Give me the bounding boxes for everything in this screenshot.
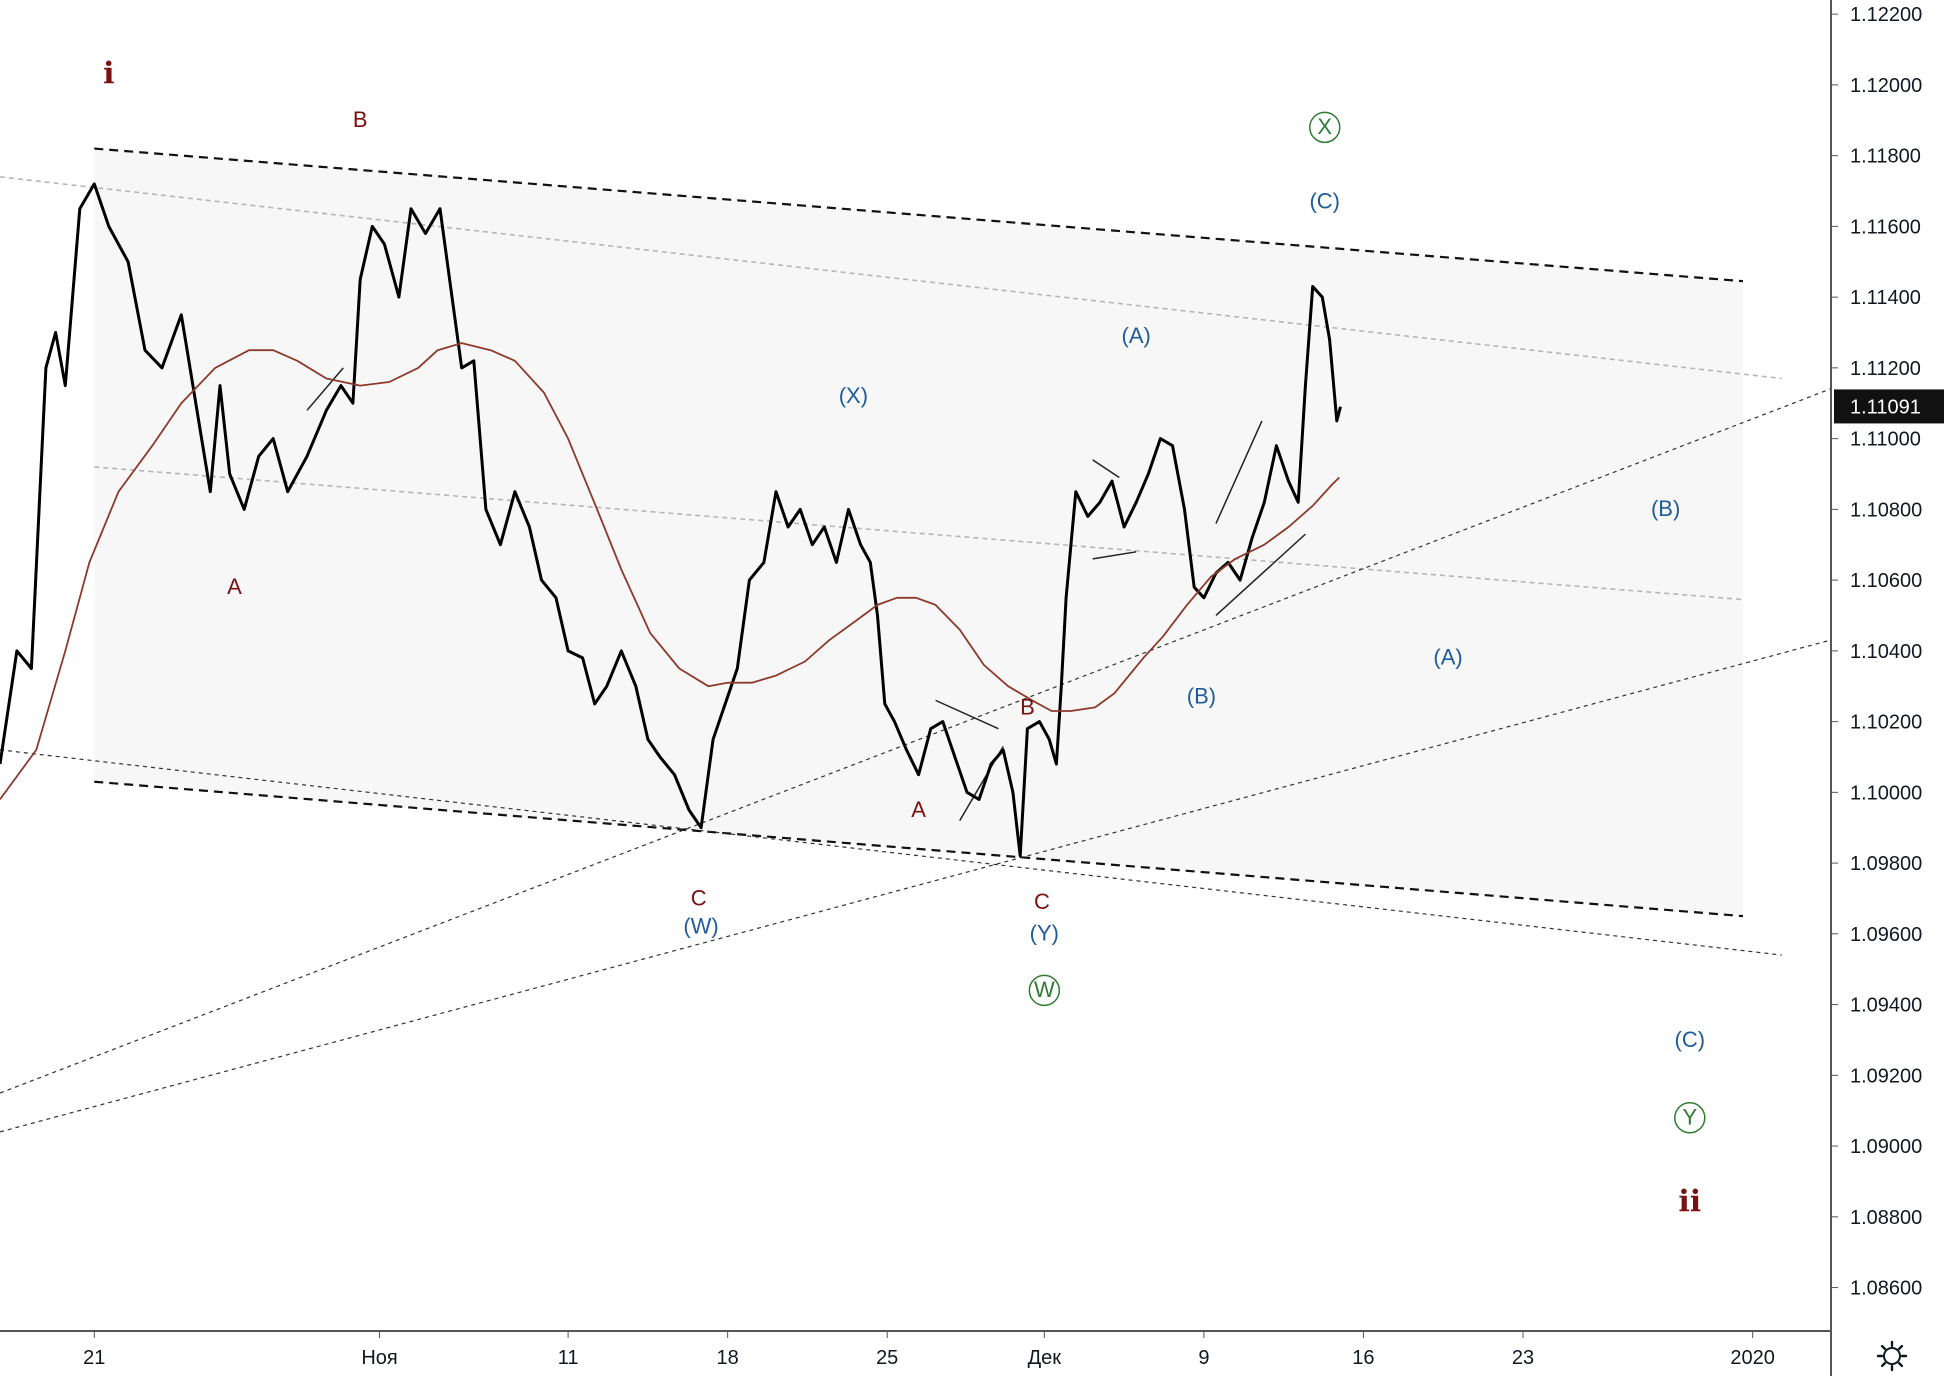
time-tick-label: 21 xyxy=(83,1347,105,1369)
price-tick-label: 1.11000 xyxy=(1850,429,1921,451)
wave-label-circle xyxy=(1309,111,1341,144)
price-series xyxy=(0,182,1342,858)
price-tick-label: 1.09000 xyxy=(1850,1136,1922,1158)
price-tick-label: 1.09600 xyxy=(1850,924,1922,946)
gear-icon[interactable] xyxy=(1872,1336,1912,1376)
price-tick-label: 1.12200 xyxy=(1850,4,1922,26)
wave-label: (B) xyxy=(1187,684,1216,709)
wave-label: W xyxy=(1034,977,1055,1002)
price-tick-label: 1.11800 xyxy=(1850,146,1921,168)
wave-label: B xyxy=(353,107,368,132)
wave-label: C xyxy=(691,885,707,910)
price-tick-label: 1.10400 xyxy=(1850,641,1922,663)
wave-label: (W) xyxy=(683,914,718,939)
price-tick-label: 1.10600 xyxy=(1850,570,1922,592)
time-tick-label: 23 xyxy=(1512,1347,1534,1369)
price-tick-label: 1.09400 xyxy=(1850,995,1922,1017)
wave-label-circle xyxy=(1028,974,1061,1007)
price-tick-label: 1.12000 xyxy=(1850,75,1922,97)
pattern-line xyxy=(935,699,999,730)
time-tick-label: 16 xyxy=(1352,1347,1374,1369)
time-tick-label: 25 xyxy=(876,1347,898,1369)
price-tick-label: 1.08800 xyxy=(1850,1207,1922,1229)
price-tick-label: 1.10800 xyxy=(1850,499,1922,521)
last-price-tag-bg xyxy=(1834,389,1944,424)
wave-label: X xyxy=(1317,114,1332,139)
price-tick-label: 1.09800 xyxy=(1850,853,1922,875)
time-tick-label: 18 xyxy=(717,1347,739,1369)
price-tick-label: 1.11600 xyxy=(1850,216,1921,238)
pattern-lines xyxy=(306,367,1306,822)
time-tick-label: Ноя xyxy=(361,1347,397,1369)
wave-label: A xyxy=(227,574,242,599)
wave-label: (A) xyxy=(1433,645,1462,670)
moving-average-line xyxy=(0,342,1340,800)
trendline-dotted-grey xyxy=(94,466,1744,601)
trendline-dotted-grey xyxy=(0,176,1782,380)
trendline-dotted-fine xyxy=(0,388,1831,1094)
wave-label: B xyxy=(1020,694,1035,719)
trendline-dashed-bold xyxy=(94,147,1744,283)
trendline-dotted-fine xyxy=(0,639,1831,1133)
last-price-label: 1.11091 xyxy=(1850,396,1921,418)
price-tick-label: 1.08600 xyxy=(1850,1278,1922,1300)
time-tick-label: 2020 xyxy=(1730,1347,1775,1369)
price-tick-label: 1.09200 xyxy=(1850,1065,1922,1087)
trendline-dotted-fine xyxy=(0,749,1782,956)
pattern-line xyxy=(1215,420,1263,524)
wave-label: ii xyxy=(1678,1185,1701,1220)
price-tick-label: 1.11200 xyxy=(1850,358,1921,380)
pattern-line xyxy=(306,367,344,411)
time-tick-label: 11 xyxy=(558,1347,579,1369)
trendline-dashed-bold xyxy=(94,780,1744,918)
last-price-tag: 1.11091 xyxy=(1834,389,1944,424)
time-tick-label: Дек xyxy=(1028,1347,1062,1369)
price-tick-label: 1.10200 xyxy=(1850,712,1922,734)
wave-label: (C) xyxy=(1675,1027,1706,1052)
price-axis[interactable]: 1.12200 1.12000 1.11800 1.11600 1.11400 1.112… xyxy=(1831,4,1922,1300)
trendlines xyxy=(0,147,1831,1133)
pattern-line xyxy=(1092,459,1120,479)
wave-label: A xyxy=(911,797,926,822)
time-axis[interactable]: 21 Ноя 11 18 25 Дек 9 16 23 2020 xyxy=(83,1331,1775,1369)
wave-label: (X) xyxy=(839,383,868,408)
price-line xyxy=(0,182,1342,858)
price-tick-label: 1.10000 xyxy=(1850,782,1922,804)
wave-label: (C) xyxy=(1309,188,1340,213)
pattern-line xyxy=(1092,551,1137,560)
wave-label: (Y) xyxy=(1030,921,1059,946)
time-tick-label: 9 xyxy=(1198,1347,1209,1369)
wave-label: i xyxy=(103,56,114,91)
wave-labels: i B A C (W) (X) A B C (Y) W (A) (B) (C) X (B) (A) (C) Yii xyxy=(103,56,1706,1220)
price-tick-label: 1.11400 xyxy=(1850,287,1921,309)
wave-label: C xyxy=(1034,889,1050,914)
wave-label: (A) xyxy=(1122,323,1151,348)
wave-label: Y xyxy=(1682,1105,1697,1130)
wave-label: (B) xyxy=(1651,496,1680,521)
pattern-line xyxy=(1215,533,1306,617)
wave-label-circle xyxy=(1674,1102,1706,1134)
